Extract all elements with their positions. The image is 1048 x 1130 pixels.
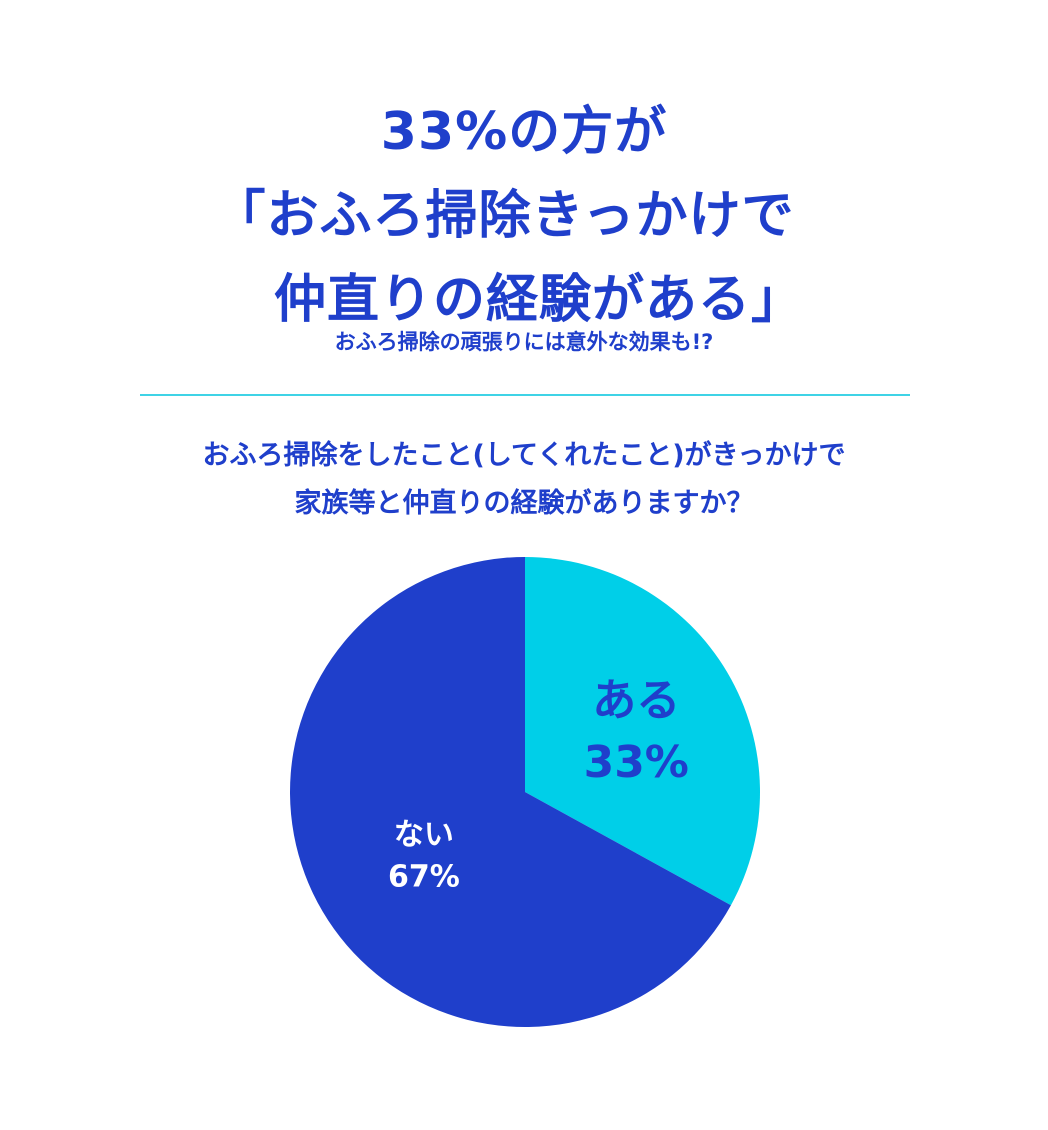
question-line-1: おふろ掃除をしたこと(してくれたこと)がきっかけで xyxy=(202,440,846,471)
subtitle: おふろ掃除の頑張りには意外な効果も!? xyxy=(334,330,714,354)
slice-label: ある xyxy=(592,675,680,726)
chart-question: おふろ掃除をしたこと(してくれたこと)がきっかけで 家族等と仲直りの経験がありま… xyxy=(0,432,1048,528)
headline-line-2: 「おふろ掃除きっかけで xyxy=(213,186,795,246)
slice-label: ない xyxy=(394,817,454,852)
slice-percent: 67% xyxy=(388,859,460,894)
headline-line-1: 33%の方が xyxy=(380,102,668,162)
question-line-2: 家族等と仲直りの経験がありますか？ xyxy=(294,488,754,519)
headline-line-3: 仲直りの経験がある」 xyxy=(273,270,804,330)
slice-percent: 33% xyxy=(584,737,689,788)
divider xyxy=(140,394,910,396)
pie-slice-1 xyxy=(525,557,760,906)
pie-slice-2 xyxy=(289,557,731,1027)
headline: 33%の方が 「おふろ掃除きっかけで 仲直りの経験がある」 xyxy=(0,90,1048,342)
